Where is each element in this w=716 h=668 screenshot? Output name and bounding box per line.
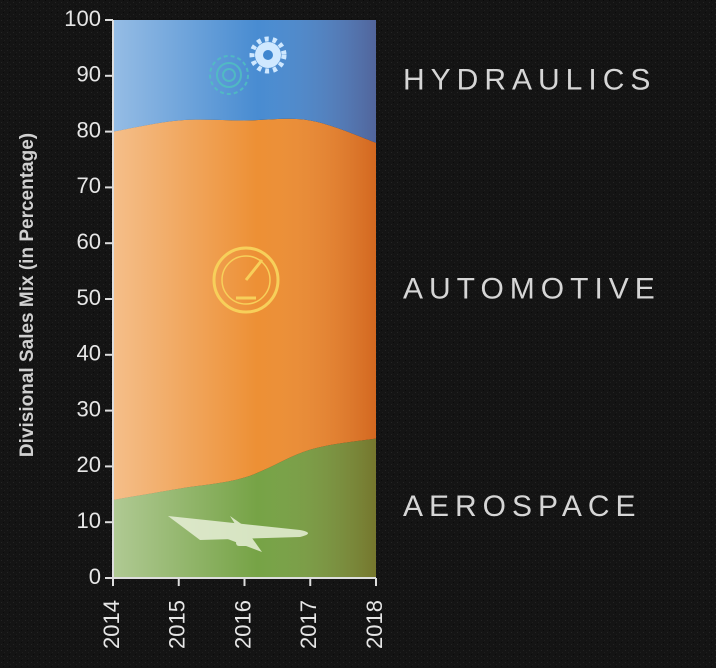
x-tick-label: 2018 [362,600,387,649]
y-tick-label: 30 [77,396,101,421]
icons [168,36,308,552]
y-tick-label: 10 [77,508,101,533]
series-label: AUTOMOTIVE [403,273,661,306]
y-axis-title: Divisional Sales Mix (in Percentage) [17,133,38,457]
series-label: AEROSPACE [403,490,642,523]
x-tick-label: 2017 [296,600,321,649]
series-label: HYDRAULICS [403,63,656,96]
x-tick-label: 2016 [230,600,255,649]
y-tick-label: 80 [77,117,101,142]
y-tick-label: 50 [77,285,101,310]
y-tick-label: 100 [64,6,101,31]
y-tick-label: 40 [77,341,101,366]
y-tick-label: 70 [77,173,101,198]
y-tick-label: 20 [77,452,101,477]
y-tick-label: 90 [77,62,101,87]
y-tick-label: 0 [89,564,101,589]
x-tick-label: 2014 [99,600,124,649]
y-tick-label: 60 [77,229,101,254]
x-tick-label: 2015 [165,600,190,649]
